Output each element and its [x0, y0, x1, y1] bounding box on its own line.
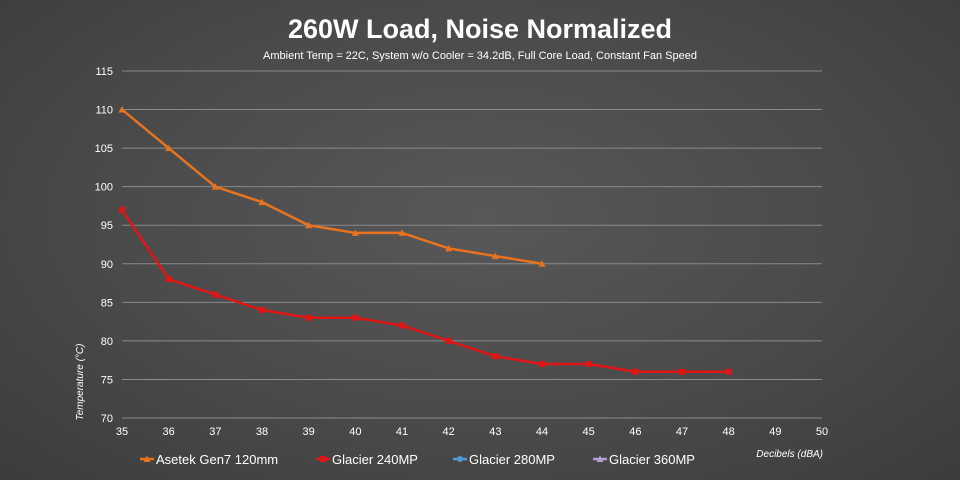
data-point — [211, 183, 219, 190]
y-axis-label: Temperature (°C) — [75, 344, 86, 421]
data-point — [679, 368, 685, 375]
y-tick-label: 115 — [95, 66, 113, 78]
legend-item: Glacier 240MP — [316, 452, 418, 467]
y-tick-label: 75 — [101, 374, 113, 386]
x-tick-label: 49 — [769, 426, 781, 438]
data-point — [119, 206, 125, 213]
y-tick-label: 70 — [101, 413, 113, 425]
data-point — [445, 244, 453, 252]
x-tick-label: 37 — [209, 426, 221, 438]
y-axis-ticks: 70 75 80 85 90 95 100 105 110 115 — [95, 66, 113, 425]
data-point — [492, 353, 499, 360]
legend-item: Glacier 360MP — [593, 452, 695, 467]
x-tick-label: 50 — [816, 426, 828, 438]
x-axis-ticks: 35 36 37 38 39 40 41 42 43 44 45 46 47 48 49 50 — [116, 426, 828, 438]
data-point — [539, 361, 545, 368]
y-tick-label: 85 — [101, 297, 113, 309]
data-point — [352, 314, 359, 321]
x-tick-label: 35 — [116, 426, 128, 438]
gridlines — [122, 70, 822, 419]
data-point — [399, 322, 405, 329]
y-tick-label: 95 — [101, 220, 113, 232]
x-tick-label: 48 — [723, 426, 735, 438]
y-tick-label: 90 — [101, 259, 113, 271]
data-point — [491, 252, 499, 260]
series-lines — [118, 106, 732, 375]
legend-label: Glacier 360MP — [609, 452, 695, 467]
data-point — [118, 106, 126, 113]
x-tick-label: 39 — [303, 426, 315, 438]
data-point — [725, 368, 732, 375]
x-tick-label: 41 — [396, 426, 408, 438]
x-tick-label: 42 — [443, 426, 455, 438]
data-point — [258, 198, 266, 206]
chart-subtitle: Ambient Temp = 22C, System w/o Cooler = … — [263, 50, 697, 62]
x-tick-label: 45 — [583, 426, 595, 438]
x-tick-label: 47 — [676, 426, 688, 438]
x-tick-label: 44 — [536, 426, 548, 438]
data-point — [632, 368, 639, 375]
x-tick-label: 36 — [163, 426, 175, 438]
series-line — [120, 209, 729, 373]
legend-item: Asetek Gen7 120mm — [140, 452, 278, 467]
data-point — [305, 314, 312, 321]
legend-label: Glacier 280MP — [469, 452, 555, 467]
data-point — [165, 144, 173, 152]
x-axis-label: Decibels (dBA) — [756, 449, 823, 460]
data-point — [165, 276, 172, 283]
series-line — [121, 108, 543, 266]
data-point — [538, 260, 546, 267]
y-tick-label: 80 — [101, 336, 113, 348]
x-tick-label: 43 — [489, 426, 501, 438]
data-point — [585, 361, 592, 368]
legend-label: Asetek Gen7 120mm — [156, 452, 278, 467]
legend-item: Glacier 280MP — [453, 452, 555, 467]
legend-marker — [320, 456, 326, 462]
data-point — [212, 291, 219, 298]
chart-title: 260W Load, Noise Normalized — [287, 14, 673, 44]
data-point — [351, 229, 359, 236]
data-point — [259, 307, 265, 314]
legend-label: Glacier 240MP — [332, 452, 418, 467]
x-tick-label: 46 — [629, 426, 641, 438]
series-group — [118, 106, 546, 267]
x-tick-label: 38 — [256, 426, 268, 438]
data-point — [305, 221, 313, 229]
data-point — [398, 229, 406, 236]
legend-marker — [143, 455, 151, 462]
series-group — [119, 206, 732, 375]
y-tick-label: 110 — [95, 105, 113, 117]
y-tick-label: 100 — [95, 182, 113, 194]
legend-marker — [596, 455, 604, 462]
data-point — [445, 337, 452, 344]
y-tick-label: 105 — [95, 143, 113, 155]
legend-marker — [457, 456, 463, 462]
legend: Asetek Gen7 120mm Glacier 240MP Glacier 28… — [140, 452, 695, 467]
x-tick-label: 40 — [349, 426, 361, 438]
